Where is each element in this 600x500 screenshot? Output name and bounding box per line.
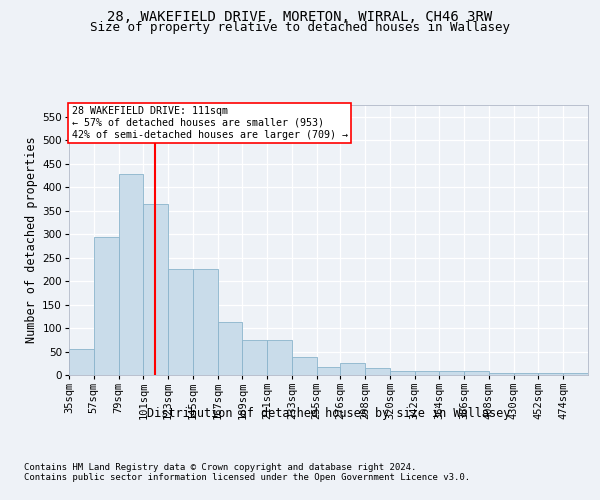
Bar: [168, 270, 193, 375]
Bar: [317, 367, 340, 375]
Bar: [292, 357, 317, 375]
Bar: [390, 371, 415, 375]
Text: Size of property relative to detached houses in Wallasey: Size of property relative to detached ho…: [90, 22, 510, 35]
Text: 28, WAKEFIELD DRIVE, MORETON, WIRRAL, CH46 3RW: 28, WAKEFIELD DRIVE, MORETON, WIRRAL, CH…: [107, 10, 493, 24]
Bar: [69, 349, 94, 375]
Bar: [193, 270, 218, 375]
Bar: [242, 340, 267, 375]
Bar: [143, 204, 168, 375]
Bar: [267, 340, 292, 375]
Bar: [563, 372, 588, 375]
Y-axis label: Number of detached properties: Number of detached properties: [25, 136, 38, 344]
Bar: [514, 372, 538, 375]
Bar: [439, 371, 464, 375]
Bar: [489, 372, 514, 375]
Bar: [464, 371, 489, 375]
Text: Distribution of detached houses by size in Wallasey: Distribution of detached houses by size …: [147, 408, 511, 420]
Text: Contains HM Land Registry data © Crown copyright and database right 2024.: Contains HM Land Registry data © Crown c…: [24, 462, 416, 471]
Text: Contains public sector information licensed under the Open Government Licence v3: Contains public sector information licen…: [24, 474, 470, 482]
Bar: [415, 371, 439, 375]
Bar: [94, 238, 119, 375]
Bar: [365, 368, 390, 375]
Bar: [119, 174, 143, 375]
Bar: [538, 372, 563, 375]
Bar: [218, 322, 242, 375]
Text: 28 WAKEFIELD DRIVE: 111sqm
← 57% of detached houses are smaller (953)
42% of sem: 28 WAKEFIELD DRIVE: 111sqm ← 57% of deta…: [71, 106, 347, 140]
Bar: [340, 363, 365, 375]
